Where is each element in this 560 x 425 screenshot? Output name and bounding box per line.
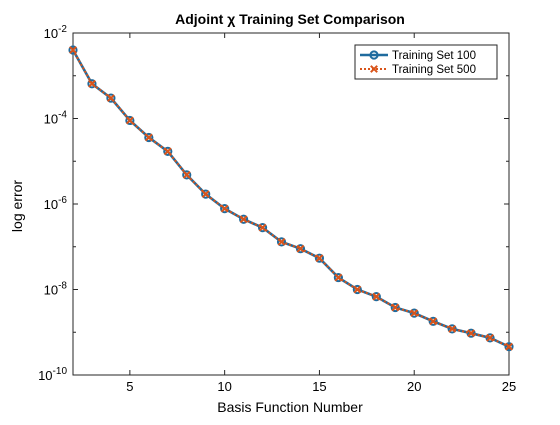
series-2 bbox=[69, 46, 513, 351]
legend-marker bbox=[369, 50, 379, 60]
data-point bbox=[334, 273, 343, 282]
data-point bbox=[353, 285, 362, 294]
data-point bbox=[87, 79, 97, 89]
y-tick-label-base: 10 bbox=[38, 368, 52, 383]
data-point bbox=[352, 284, 362, 295]
data-point bbox=[429, 317, 438, 326]
y-tick-label-base: 10 bbox=[44, 112, 58, 127]
data-point bbox=[220, 204, 229, 213]
data-point bbox=[333, 272, 343, 283]
plot-area bbox=[72, 32, 510, 376]
data-point bbox=[220, 204, 230, 214]
data-point bbox=[410, 309, 419, 318]
data-point bbox=[182, 170, 192, 180]
data-point bbox=[315, 254, 324, 263]
y-tick-label-exponent: -4 bbox=[58, 110, 67, 121]
y-tick-label-base: 10 bbox=[44, 26, 58, 41]
data-point bbox=[69, 46, 77, 54]
x-axis-label: Basis Function Number bbox=[217, 399, 363, 415]
y-tick-label: 10-10 bbox=[38, 366, 67, 383]
data-point bbox=[276, 237, 287, 247]
data-point bbox=[295, 244, 306, 254]
data-point bbox=[88, 79, 96, 88]
data-point bbox=[107, 94, 115, 103]
data-point bbox=[372, 292, 381, 301]
data-point bbox=[277, 237, 286, 246]
data-point bbox=[296, 244, 305, 253]
legend-item: Training Set 500 bbox=[360, 64, 476, 76]
y-tick-label-exponent: -10 bbox=[53, 366, 68, 377]
data-point bbox=[314, 253, 325, 263]
data-point bbox=[239, 214, 249, 224]
data-point bbox=[448, 324, 457, 333]
data-point bbox=[144, 132, 154, 143]
y-tick-label: 10-6 bbox=[44, 195, 68, 212]
data-point bbox=[504, 342, 514, 352]
data-point bbox=[163, 146, 173, 156]
y-tick-label-exponent: -6 bbox=[58, 195, 67, 206]
y-tick-label: 10-2 bbox=[44, 24, 68, 41]
data-point bbox=[258, 223, 267, 232]
data-point bbox=[106, 93, 116, 103]
y-tick-label: 10-4 bbox=[44, 110, 68, 127]
chart-title: Adjoint χ Training Set Comparison bbox=[175, 11, 405, 27]
y-tick-label: 10-8 bbox=[44, 281, 68, 298]
data-point bbox=[428, 316, 438, 326]
data-point bbox=[486, 333, 494, 342]
data-point bbox=[163, 147, 172, 156]
y-tick-label-exponent: -8 bbox=[58, 281, 67, 292]
data-point bbox=[182, 170, 191, 179]
x-tick-label: 10 bbox=[217, 379, 231, 394]
x-tick-label: 15 bbox=[312, 379, 326, 394]
data-point bbox=[144, 133, 153, 142]
legend-item: Training Set 100 bbox=[360, 50, 476, 62]
x-tick-label: 20 bbox=[407, 379, 421, 394]
data-point bbox=[505, 342, 513, 351]
data-point bbox=[257, 223, 268, 233]
data-point bbox=[391, 303, 400, 312]
legend-marker bbox=[370, 65, 378, 73]
data-point bbox=[201, 190, 210, 199]
data-point bbox=[201, 189, 211, 199]
data-point bbox=[467, 329, 475, 338]
y-tick-label-base: 10 bbox=[44, 197, 58, 212]
data-point bbox=[409, 308, 419, 318]
data-point bbox=[125, 115, 135, 126]
y-tick-label-exponent: -2 bbox=[58, 24, 67, 35]
x-tick-label: 5 bbox=[126, 379, 133, 394]
legend-box bbox=[354, 44, 498, 80]
data-point bbox=[125, 116, 134, 125]
y-axis-label: log error bbox=[9, 180, 25, 232]
legend-label: Training Set 100 bbox=[392, 50, 476, 62]
data-point bbox=[68, 45, 78, 55]
data-point bbox=[239, 215, 248, 224]
legend-label: Training Set 500 bbox=[392, 64, 476, 76]
y-tick-label-base: 10 bbox=[44, 283, 58, 298]
data-point bbox=[371, 292, 381, 302]
data-point bbox=[390, 302, 400, 313]
x-tick-label: 25 bbox=[502, 379, 516, 394]
